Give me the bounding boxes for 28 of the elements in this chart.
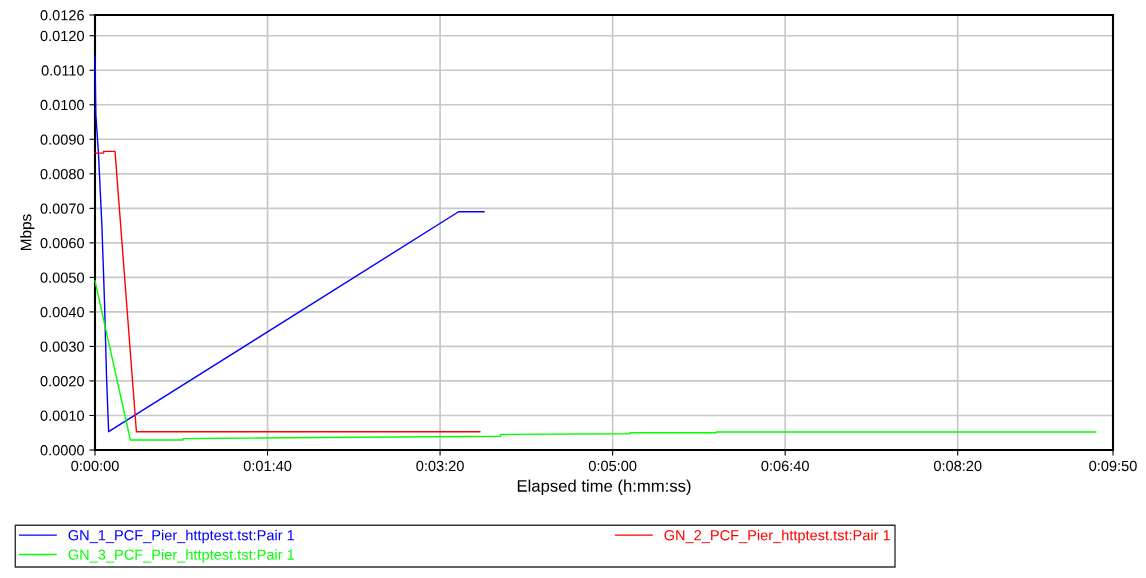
x-tick-label: 0:05:00 [588,460,637,472]
y-tick-label: 0.0030 [40,341,85,352]
y-axis-title: Mbps [20,214,35,250]
y-tick-label: 0.0050 [40,272,85,283]
x-tick-label: 0:08:20 [933,460,982,472]
y-tick-label: 0.0010 [40,410,85,421]
x-tick-label: 0:09:50 [1089,460,1137,472]
legend-label: GN_2_PCF_Pier_httptest.tst:Pair 1 [664,529,890,544]
line-series [94,55,485,433]
y-tick-label: 0.0126 [40,10,84,21]
x-axis-title: Elapsed time (h:mm:ss) [517,479,691,496]
y-tick-label: 0.0120 [40,30,85,42]
x-tick-label: 0:00:00 [71,460,119,472]
y-tick-label: 0.0100 [40,99,85,111]
y-tick-label: 0.0000 [40,445,85,456]
y-tick-label: 0.0060 [40,237,85,249]
x-tick-label: 0:03:20 [416,460,464,472]
x-tick-label: 0:06:40 [761,460,809,472]
y-tick-label: 0.0110 [41,65,85,76]
y-tick-label: 0.0070 [40,203,85,214]
y-tick-label: 0.0080 [40,168,85,180]
legend-label: GN_3_PCF_Pier_httptest.tst:Pair 1 [68,549,295,563]
y-tick-label: 0.0040 [40,307,85,318]
legend-label: GN_1_PCF_Pier_httptest.tst:Pair 1 [68,529,295,544]
x-tick-label: 0:01:40 [243,460,292,472]
y-tick-label: 0.0020 [40,376,85,387]
line-series [94,280,1097,441]
y-tick-label: 0.0090 [40,134,85,145]
